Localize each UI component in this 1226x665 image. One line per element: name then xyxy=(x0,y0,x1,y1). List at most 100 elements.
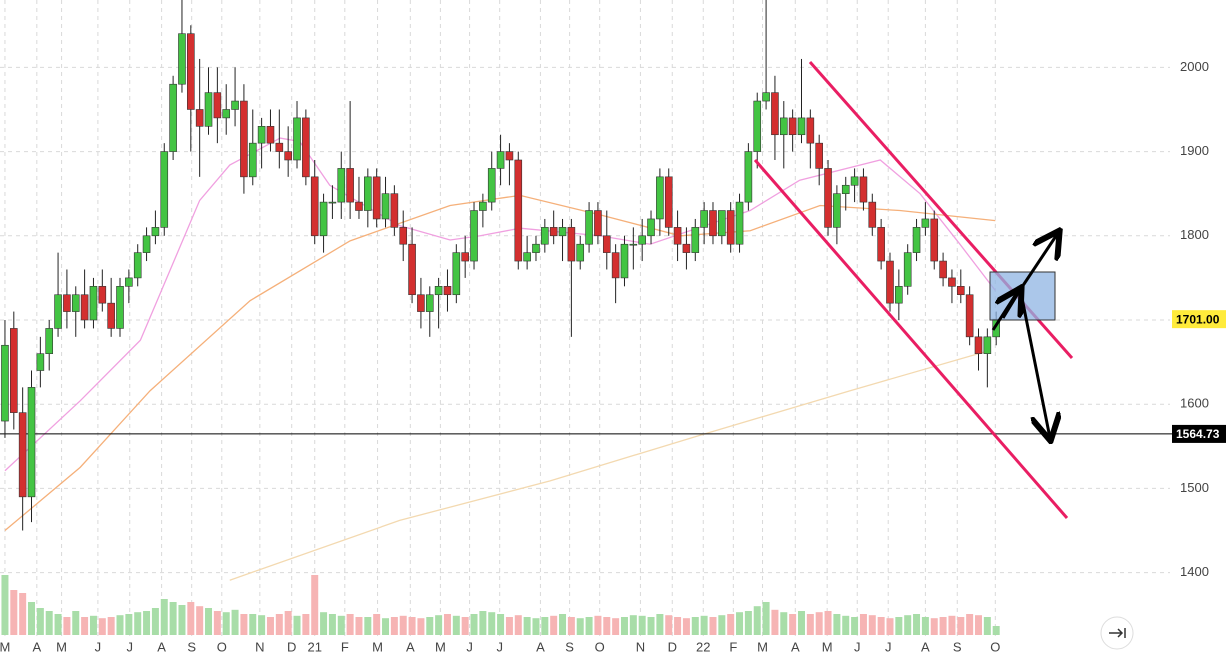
x-tick-label: F xyxy=(341,639,349,654)
candle-body xyxy=(594,210,602,237)
volume-bar xyxy=(585,617,593,635)
volume-bar xyxy=(895,617,903,635)
candle-body xyxy=(673,227,682,245)
volume-bar xyxy=(806,614,814,635)
volume-bar xyxy=(966,614,974,635)
volume-bar xyxy=(753,606,761,635)
volume-bar xyxy=(443,614,451,635)
candle-body xyxy=(390,193,399,228)
volume-bar xyxy=(904,615,912,635)
volume-bar xyxy=(328,614,336,635)
candle-body xyxy=(788,117,797,136)
candle-body xyxy=(302,117,310,178)
candle-body xyxy=(841,184,850,194)
volume-bar xyxy=(293,615,301,635)
volume-bar xyxy=(603,617,611,635)
candle-body xyxy=(461,252,469,262)
x-tick-label: M xyxy=(372,639,383,654)
volume-bar xyxy=(532,618,540,635)
candle-body xyxy=(54,294,62,329)
candle-body xyxy=(664,176,673,228)
volume-bar xyxy=(231,609,239,635)
volume-bar xyxy=(886,618,894,635)
candle-body xyxy=(974,336,983,354)
volume-bar xyxy=(266,617,274,635)
y-tick-label: 1800 xyxy=(1180,227,1209,242)
candle-body xyxy=(939,260,947,279)
candle-body xyxy=(142,235,151,253)
x-tick-label: D xyxy=(287,639,296,654)
candle-body xyxy=(558,227,567,237)
y-tick-label: 1500 xyxy=(1180,480,1209,495)
candle-body xyxy=(18,412,27,498)
volume-bar xyxy=(921,617,929,635)
volume-bar xyxy=(700,615,708,635)
candle-body xyxy=(709,210,717,237)
candle-body xyxy=(293,117,301,161)
x-tick-label: M xyxy=(757,639,768,654)
volume-bar xyxy=(868,615,876,635)
candle-body xyxy=(824,168,832,228)
candle-body xyxy=(98,286,107,304)
candle-body xyxy=(903,252,912,287)
volume-bar xyxy=(930,618,938,635)
volume-bar xyxy=(125,614,133,635)
candle-body xyxy=(647,218,655,237)
volume-bar xyxy=(992,626,1000,635)
candle-body xyxy=(399,227,408,245)
x-tick-label: J xyxy=(854,639,861,654)
candle-body xyxy=(178,33,186,85)
x-tick-label: M xyxy=(56,639,67,654)
volume-bar xyxy=(638,615,646,635)
candle-body xyxy=(611,252,620,279)
candle-body xyxy=(877,227,885,262)
volume-bar xyxy=(656,614,664,635)
volume-bar xyxy=(337,615,345,635)
volume-bar xyxy=(364,617,372,635)
candle-body xyxy=(89,286,98,321)
candle-body xyxy=(337,168,346,203)
x-tick-label: O xyxy=(217,639,227,654)
candle-body xyxy=(195,109,204,127)
candle-body xyxy=(355,201,363,211)
volume-bar xyxy=(408,617,416,635)
volume-bar xyxy=(479,611,487,635)
button-icon[interactable] xyxy=(1109,628,1126,638)
candle-body xyxy=(726,210,735,245)
candle-body xyxy=(470,210,478,262)
volume-bar xyxy=(665,615,673,635)
candle-body xyxy=(549,227,558,237)
volume-bar xyxy=(89,615,97,635)
candle-body xyxy=(815,142,823,169)
candle-body xyxy=(735,201,744,245)
x-tick-label: J xyxy=(126,639,133,654)
volume-bar xyxy=(134,612,142,635)
x-tick-label: S xyxy=(565,639,574,654)
volume-bar xyxy=(178,605,186,635)
volume-bar xyxy=(54,614,62,635)
candle-body xyxy=(80,294,89,321)
moving-average xyxy=(4,137,996,472)
volume-bar xyxy=(842,615,850,635)
volume-bar xyxy=(284,611,292,635)
candle-body xyxy=(744,151,753,203)
volume-bar xyxy=(744,611,752,635)
volume-bar xyxy=(505,617,513,635)
candle-body xyxy=(434,286,443,296)
volume-bar xyxy=(1,575,9,635)
candle-body xyxy=(948,277,956,287)
candle-body xyxy=(204,92,213,127)
x-tick-label: M xyxy=(822,639,833,654)
candle-body xyxy=(284,151,292,161)
volume-bar xyxy=(435,615,443,635)
volume-bar xyxy=(426,617,434,635)
volume-bar xyxy=(399,615,407,635)
candle-body xyxy=(532,243,540,253)
y-tick-label: 1900 xyxy=(1180,143,1209,158)
candle-body xyxy=(753,100,762,152)
candle-body xyxy=(408,243,416,296)
x-tick-label: A xyxy=(32,639,41,654)
scroll-button[interactable] xyxy=(1100,616,1134,650)
volume-bar xyxy=(824,611,832,635)
